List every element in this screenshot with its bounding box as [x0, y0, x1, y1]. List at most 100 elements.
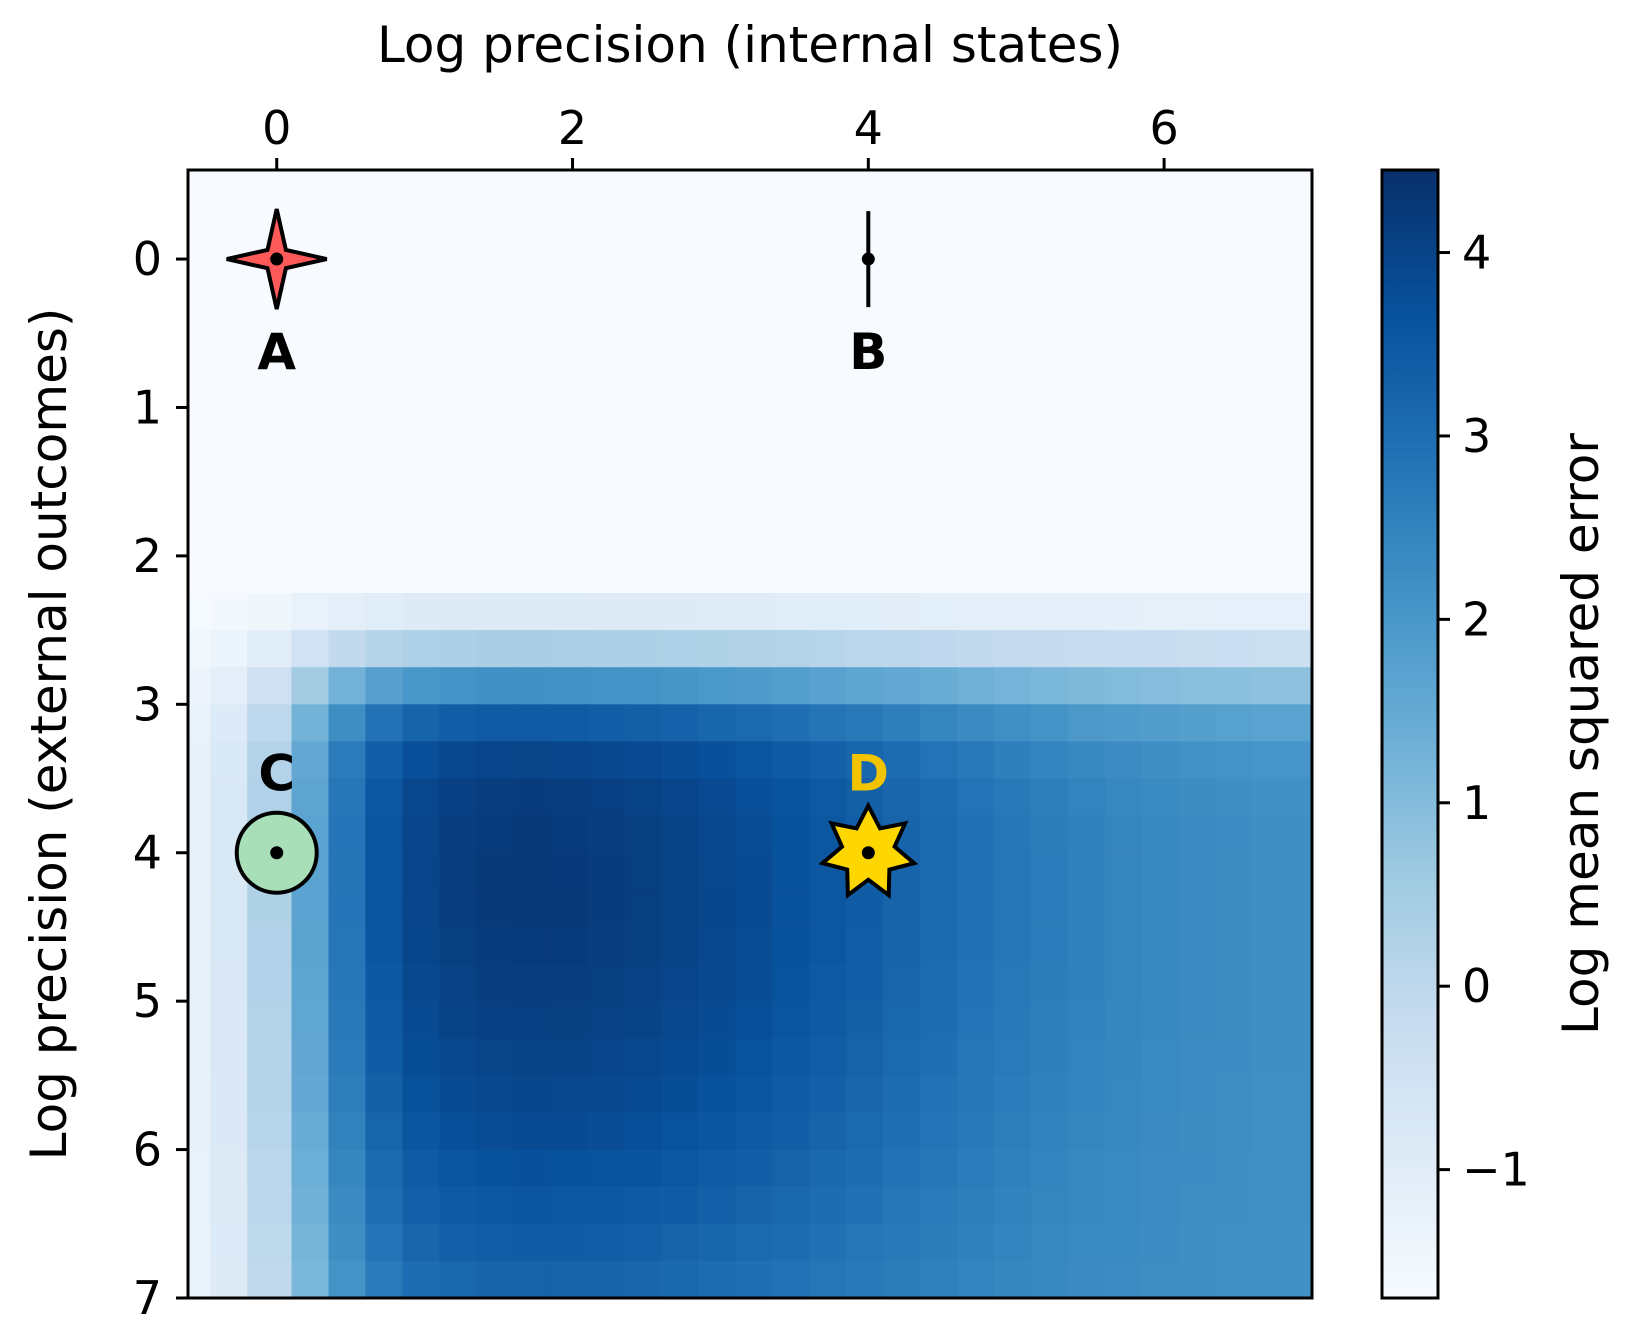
heatmap-cell: [1141, 593, 1180, 631]
heatmap-cell: [883, 593, 921, 631]
heatmap-cell: [957, 741, 995, 780]
heatmap-cell: [587, 1260, 626, 1298]
heatmap-cell: [188, 926, 211, 965]
heatmap-cell: [698, 667, 736, 706]
heatmap-cell: [365, 741, 404, 780]
heatmap-cell: [328, 1223, 367, 1262]
heatmap-cell: [661, 1038, 700, 1077]
heatmap-cell: [698, 630, 736, 668]
heatmap-cell: [1252, 1186, 1312, 1225]
heatmap-cell: [1215, 1223, 1254, 1262]
heatmap-cell: [365, 667, 404, 706]
heatmap-cell: [1215, 852, 1254, 891]
heatmap-cell: [210, 964, 248, 1002]
heatmap-cell: [402, 704, 441, 743]
heatmap-cell: [587, 964, 626, 1002]
heatmap-cell: [1178, 741, 1217, 780]
heatmap-cell: [661, 667, 700, 706]
heatmap-cell: [957, 815, 995, 854]
heatmap-cell: [476, 1149, 515, 1188]
heatmap-cell: [247, 964, 293, 1002]
heatmap-cell: [883, 704, 921, 743]
heatmap-cell: [735, 1001, 773, 1040]
heatmap-cell: [846, 1260, 884, 1298]
heatmap-cell: [1141, 1186, 1180, 1225]
heatmap-cell: [587, 593, 626, 631]
y-tick-label: 4: [133, 826, 162, 880]
heatmap-cell: [1068, 741, 1106, 780]
heatmap-cell: [994, 1001, 1032, 1040]
heatmap-cell: [735, 964, 773, 1002]
heatmap-cell: [1141, 704, 1180, 743]
heatmap-cell: [587, 704, 626, 743]
heatmap-cell: [1178, 667, 1217, 706]
heatmap-cell: [772, 1075, 810, 1114]
y-axis-title: Log precision (external outcomes): [20, 308, 78, 1161]
heatmap-cell: [809, 704, 847, 743]
heatmap-cell: [994, 964, 1032, 1002]
heatmap-cell: [1141, 852, 1180, 891]
heatmap-cell: [291, 1001, 330, 1040]
heatmap-cell: [188, 630, 211, 668]
heatmap-cell: [661, 170, 700, 594]
heatmap-cell: [846, 926, 884, 965]
heatmap-cell: [661, 964, 700, 1002]
heatmap-cell: [957, 630, 995, 668]
heatmap-cell: [1215, 964, 1254, 1002]
heatmap-cell: [883, 1112, 921, 1151]
heatmap-cell: [513, 964, 552, 1002]
heatmap-cell: [1141, 778, 1180, 817]
heatmap-cell: [439, 1223, 478, 1262]
heatmap-cell: [1141, 926, 1180, 965]
heatmap-cell: [188, 1260, 211, 1298]
heatmap-cell: [1252, 815, 1312, 854]
heatmap-cell: [772, 170, 810, 594]
heatmap-cell: [1141, 815, 1180, 854]
heatmap-cell: [1104, 1260, 1143, 1298]
heatmap-cell: [772, 889, 810, 928]
heatmap-cell: [883, 1149, 921, 1188]
heatmap-cell: [735, 852, 773, 891]
marker-a: A: [226, 208, 328, 381]
heatmap-cell: [920, 170, 958, 594]
heatmap-cell: [957, 964, 995, 1002]
heatmap-cell: [587, 630, 626, 668]
heatmap-cell: [550, 704, 589, 743]
heatmap-cell: [328, 778, 367, 817]
heatmap-cell: [1104, 926, 1143, 965]
heatmap-cell: [1068, 778, 1106, 817]
heatmap-cell: [846, 170, 884, 594]
heatmap-cell: [957, 1186, 995, 1225]
heatmap-cell: [210, 1149, 248, 1188]
heatmap-cell: [698, 741, 736, 780]
heatmap-cell: [883, 964, 921, 1002]
heatmap-cell: [698, 815, 736, 854]
heatmap-cell: [291, 630, 330, 668]
heatmap-cell: [772, 667, 810, 706]
heatmap-cell: [698, 1075, 736, 1114]
heatmap-cell: [957, 926, 995, 965]
y-tick-label: 5: [133, 974, 162, 1028]
heatmap-cell: [698, 1223, 736, 1262]
heatmap-cell: [1178, 1186, 1217, 1225]
heatmap-cell: [883, 667, 921, 706]
heatmap-cell: [994, 815, 1032, 854]
heatmap-cell: [1104, 667, 1143, 706]
heatmap-cell: [402, 926, 441, 965]
heatmap-cell: [550, 593, 589, 631]
heatmap-cell: [1252, 1223, 1312, 1262]
x-axis: 0 2 4 6: [262, 101, 1179, 170]
heatmap-cell: [1104, 704, 1143, 743]
heatmap-cell: [1252, 1260, 1312, 1298]
heatmap-cell: [661, 741, 700, 780]
heatmap-cell: [1031, 170, 1069, 594]
heatmap-cell: [1068, 667, 1106, 706]
heatmap-cell: [247, 630, 293, 668]
heatmap-cell: [1252, 852, 1312, 891]
heatmap-cell: [439, 170, 478, 594]
heatmap-cell: [247, 593, 293, 631]
heatmap-cell: [439, 1112, 478, 1151]
heatmap-cell: [698, 704, 736, 743]
heatmap-cell: [920, 1149, 958, 1188]
heatmap-cell: [247, 667, 293, 706]
